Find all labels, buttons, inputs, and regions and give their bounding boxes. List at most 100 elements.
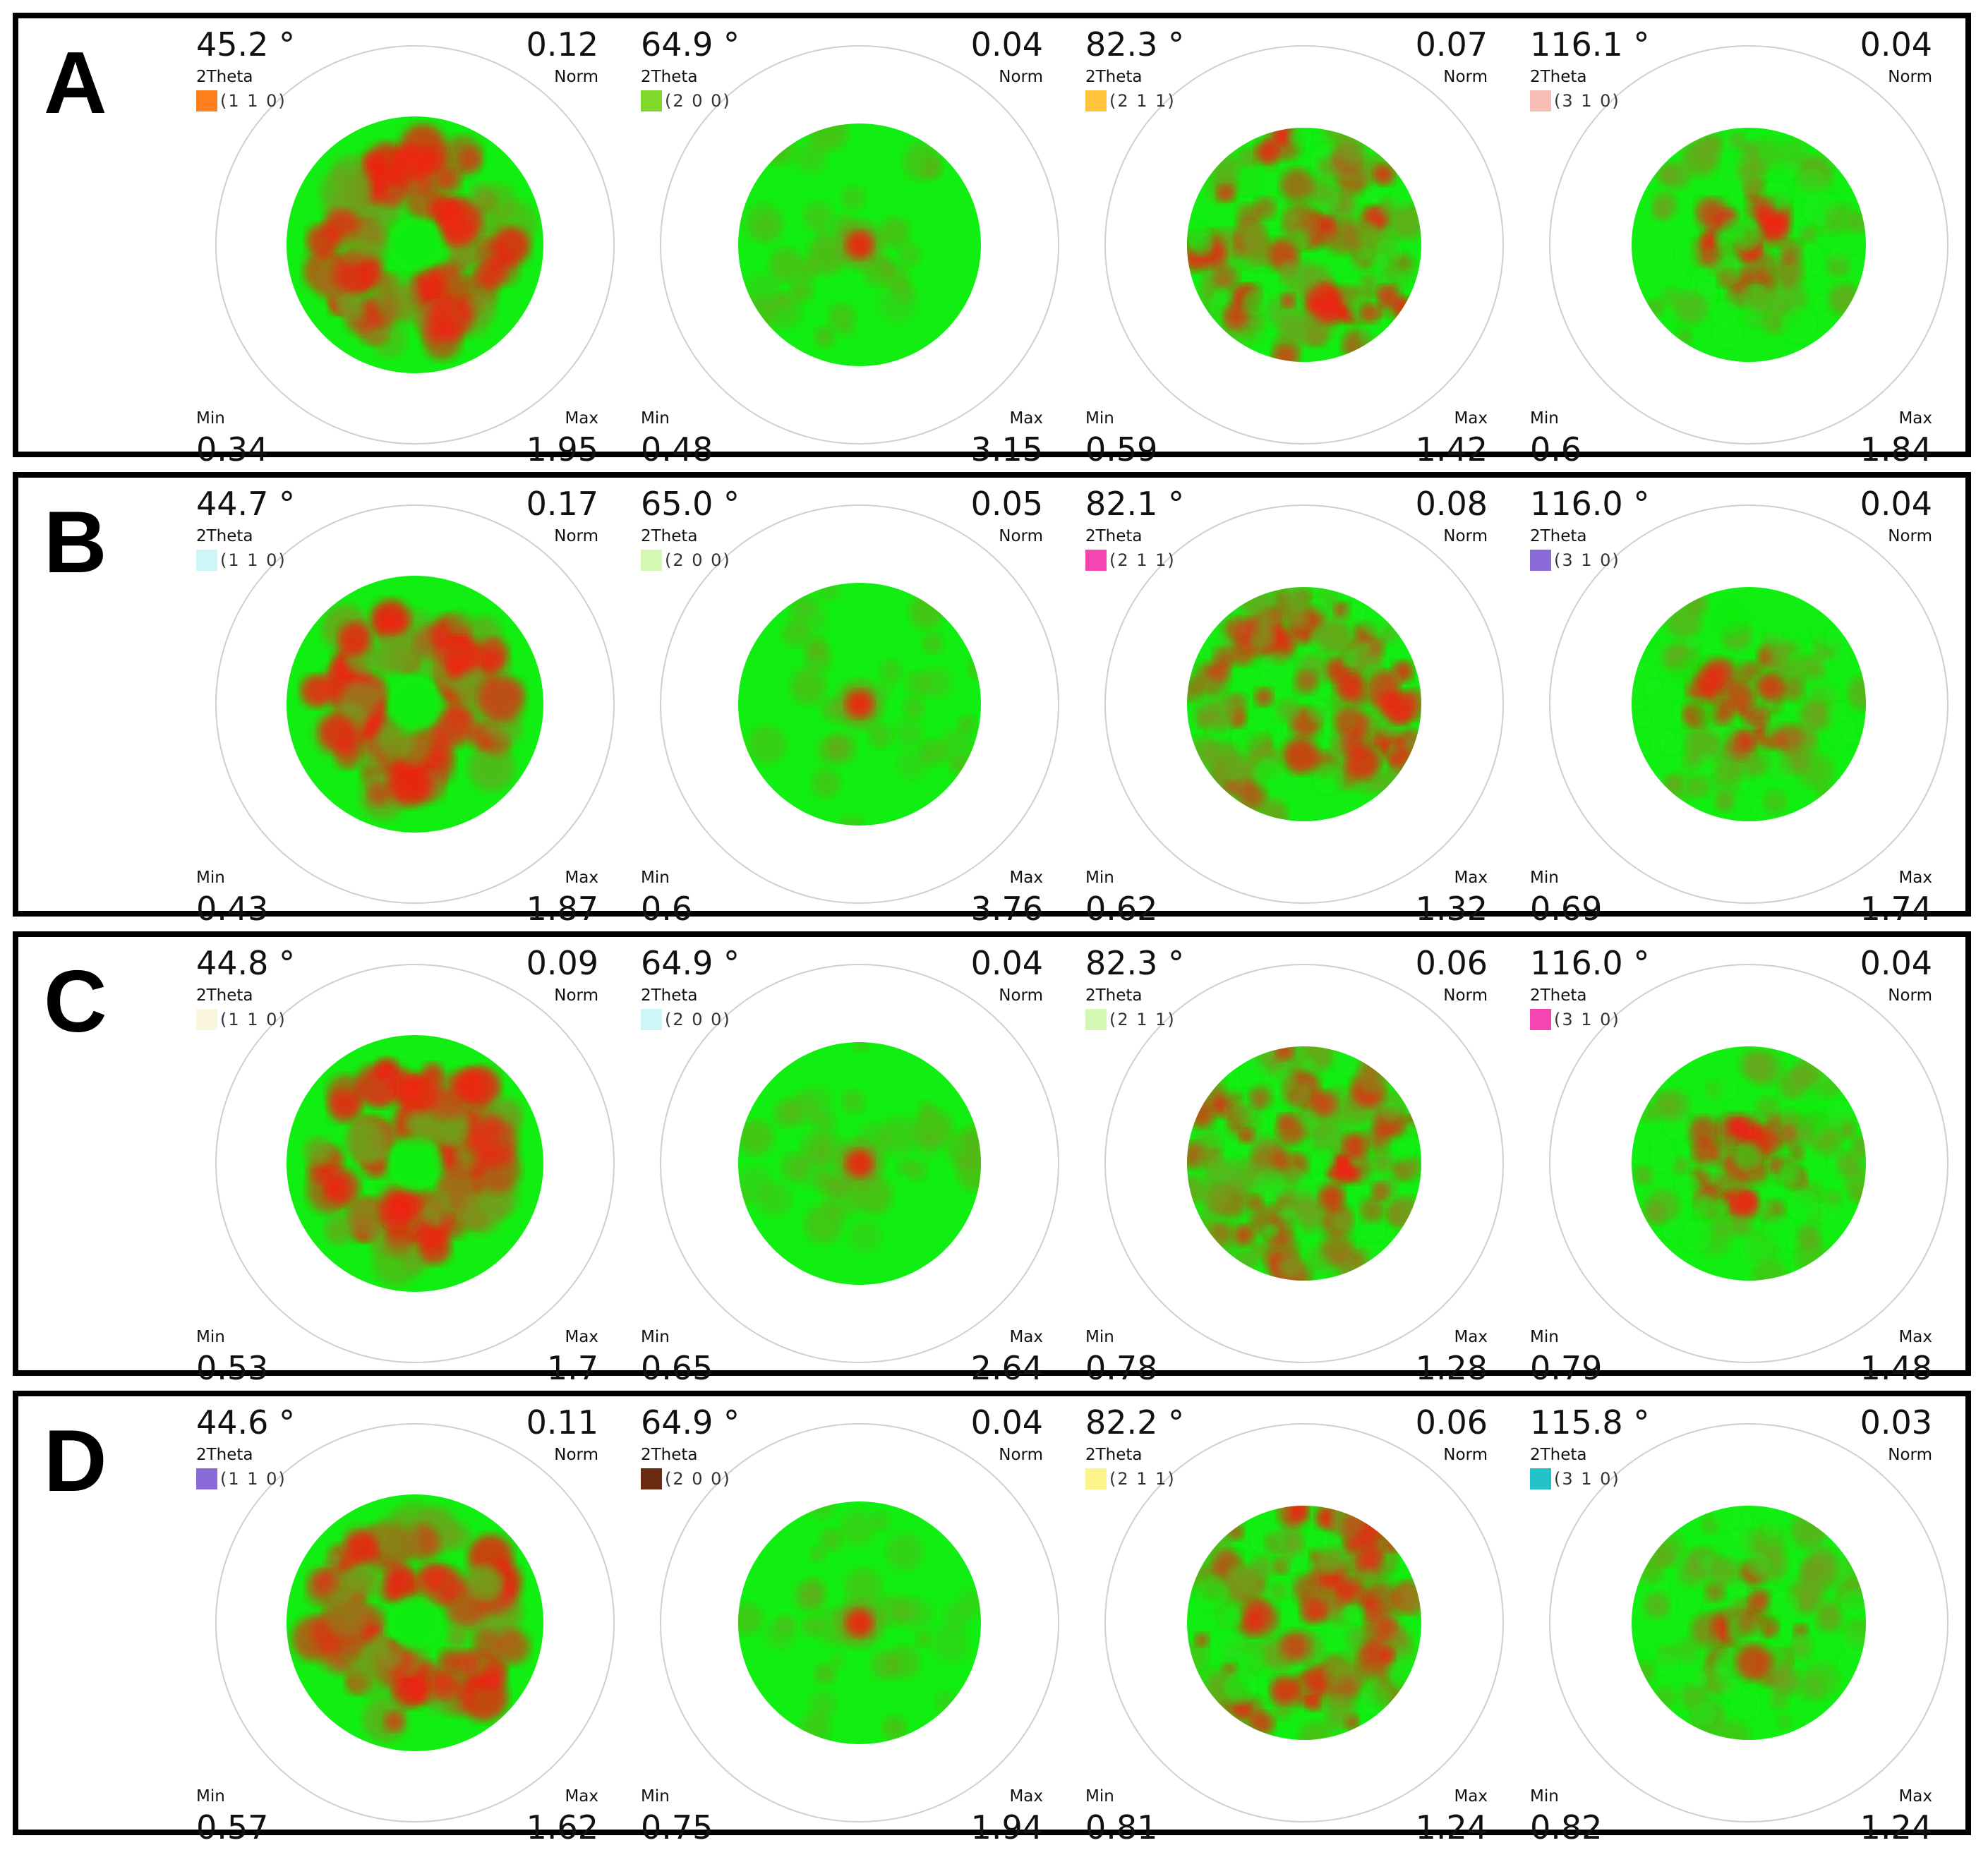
min-label: Min <box>1085 869 1114 887</box>
two-theta-value: 65.0 ° <box>641 488 740 520</box>
legend-swatch <box>1085 1468 1107 1489</box>
two-theta-value: 82.1 ° <box>1085 488 1184 520</box>
pole-figure-plot <box>1187 1506 1421 1740</box>
two-theta-label: 2Theta <box>1530 1446 1587 1464</box>
intensity-map <box>1187 1046 1421 1281</box>
legend: (2 1 1) <box>1085 550 1176 571</box>
norm-label: Norm <box>999 986 1043 1005</box>
outer-ring <box>1549 964 1948 1363</box>
norm-label: Norm <box>1888 68 1932 86</box>
pole-figure-panel: 44.8 ° 0.09 2Theta Norm (1 1 0) Min Max 0.53 1.7 <box>191 937 635 1384</box>
two-theta-number: 44.8 <box>196 944 269 982</box>
norm-value: 0.04 <box>1860 485 1932 523</box>
max-value: 1.7 <box>546 1349 598 1387</box>
norm-value: 0.17 <box>526 485 598 523</box>
two-theta-value: 116.0 ° <box>1530 947 1649 979</box>
min-value: 0.59 <box>1085 430 1158 468</box>
legend: (2 0 0) <box>641 550 731 571</box>
miller-index-label: (1 1 0) <box>220 1469 287 1489</box>
legend: (2 1 1) <box>1085 1468 1176 1489</box>
max-label: Max <box>1009 1787 1043 1806</box>
min-value: 0.53 <box>196 1349 269 1387</box>
min-label: Min <box>196 869 225 887</box>
norm-label: Norm <box>1443 1446 1488 1464</box>
max-label: Max <box>565 1787 598 1806</box>
outer-ring <box>660 45 1059 445</box>
pole-figure-panel: 116.1 ° 0.04 2Theta Norm (3 1 0) Min Max 0.6 1.8… <box>1524 18 1969 466</box>
norm-label: Norm <box>1443 68 1488 86</box>
intensity-map <box>1187 128 1421 362</box>
norm-value: 0.06 <box>1415 944 1488 982</box>
norm-label: Norm <box>554 986 598 1005</box>
max-value: 2.64 <box>970 1349 1043 1387</box>
max-value: 1.32 <box>1415 890 1488 928</box>
pole-figure-plot <box>1632 1046 1866 1281</box>
min-value: 0.62 <box>1085 890 1158 928</box>
norm-value: 0.06 <box>1415 1403 1488 1441</box>
pole-figure-plot <box>1632 128 1866 362</box>
pole-figure-plot <box>1187 587 1421 821</box>
miller-index-label: (3 1 0) <box>1554 550 1620 570</box>
min-value: 0.82 <box>1530 1808 1603 1846</box>
degree-symbol: ° <box>1622 1403 1650 1441</box>
intensity-map <box>742 123 942 347</box>
intensity-map <box>1634 1050 1866 1281</box>
norm-value: 0.04 <box>1860 25 1932 64</box>
min-label: Min <box>196 1787 225 1806</box>
intensity-map <box>303 123 538 360</box>
legend-swatch <box>1085 1009 1107 1030</box>
legend-swatch <box>196 90 217 111</box>
pole-figure-plot <box>287 1035 543 1292</box>
max-value: 1.95 <box>526 430 598 468</box>
max-label: Max <box>1009 409 1043 428</box>
outer-ring <box>1549 1423 1948 1822</box>
miller-index-label: (3 1 0) <box>1554 91 1620 111</box>
two-theta-value: 44.6 ° <box>196 1406 295 1439</box>
max-value: 1.28 <box>1415 1349 1488 1387</box>
two-theta-label: 2Theta <box>196 527 253 545</box>
intensity-map <box>1646 131 1866 350</box>
pole-figure-panel: 44.7 ° 0.17 2Theta Norm (1 1 0) Min Max 0.43 1.8… <box>191 478 635 925</box>
legend-swatch <box>196 1009 217 1030</box>
two-theta-label: 2Theta <box>196 986 253 1005</box>
pole-figure-plot <box>1632 587 1866 821</box>
norm-value: 0.12 <box>526 25 598 64</box>
two-theta-label: 2Theta <box>641 1446 698 1464</box>
miller-index-label: (2 1 1) <box>1109 1010 1176 1029</box>
outer-ring <box>1104 964 1504 1363</box>
max-value: 3.76 <box>970 890 1043 928</box>
legend-swatch <box>641 550 662 571</box>
degree-symbol: ° <box>1622 25 1650 64</box>
two-theta-number: 116.0 <box>1530 485 1623 523</box>
max-value: 1.42 <box>1415 430 1488 468</box>
degree-symbol: ° <box>1157 485 1185 523</box>
pole-figure-panel: 64.9 ° 0.04 2Theta Norm (2 0 0) Min Max 0.48 3.1… <box>635 18 1080 466</box>
intensity-map <box>304 1057 523 1286</box>
legend: (3 1 0) <box>1530 1468 1620 1489</box>
min-label: Min <box>196 1328 225 1346</box>
two-theta-number: 82.1 <box>1085 485 1158 523</box>
pole-figure-panel: 65.0 ° 0.05 2Theta Norm (2 0 0) Min Max 0.6 3.76 <box>635 478 1080 925</box>
norm-label: Norm <box>1443 986 1488 1005</box>
legend: (2 1 1) <box>1085 90 1176 111</box>
max-label: Max <box>1898 869 1932 887</box>
pole-figure-panel: 115.8 ° 0.03 2Theta Norm (3 1 0) Min Max 0.82 1.… <box>1524 1396 1969 1844</box>
outer-ring <box>1549 504 1948 904</box>
two-theta-value: 64.9 ° <box>641 28 740 61</box>
max-value: 1.74 <box>1860 890 1932 928</box>
norm-label: Norm <box>1888 986 1932 1005</box>
legend-swatch <box>1530 550 1551 571</box>
two-theta-label: 2Theta <box>1085 986 1143 1005</box>
miller-index-label: (2 1 1) <box>1109 550 1176 570</box>
sample-row-b: B 44.7 ° 0.17 2Theta Norm (1 1 0) Min Max 0.43 1.… <box>13 472 1971 925</box>
two-theta-label: 2Theta <box>196 1446 253 1464</box>
intensity-map <box>738 1042 981 1252</box>
outer-ring <box>660 1423 1059 1822</box>
max-value: 1.94 <box>970 1808 1043 1846</box>
two-theta-number: 44.7 <box>196 485 269 523</box>
legend: (2 0 0) <box>641 1009 731 1030</box>
miller-index-label: (2 1 1) <box>1109 1469 1176 1489</box>
min-label: Min <box>1085 409 1114 428</box>
two-theta-value: 64.9 ° <box>641 947 740 979</box>
outer-ring <box>660 504 1059 904</box>
